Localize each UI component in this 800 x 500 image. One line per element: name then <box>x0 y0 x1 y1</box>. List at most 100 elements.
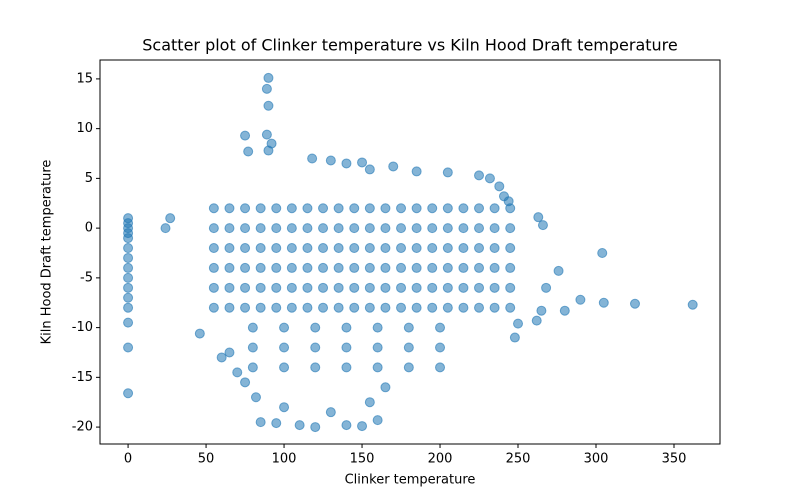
point <box>123 252 134 263</box>
point <box>310 362 321 373</box>
point <box>310 322 321 333</box>
point <box>364 262 375 273</box>
x-tick-label: 350 <box>662 452 687 467</box>
point <box>279 322 290 333</box>
point <box>271 302 282 313</box>
point <box>261 129 272 140</box>
point <box>255 302 266 313</box>
point <box>442 223 453 234</box>
point <box>357 421 368 432</box>
point <box>224 262 235 273</box>
point <box>123 342 134 353</box>
point <box>310 422 321 433</box>
point <box>489 262 500 273</box>
point <box>123 272 134 283</box>
point <box>255 262 266 273</box>
point <box>458 243 469 254</box>
point <box>294 420 305 431</box>
point <box>458 203 469 214</box>
point <box>372 342 383 353</box>
point <box>357 157 368 168</box>
point <box>427 262 438 273</box>
point <box>411 223 422 234</box>
x-tick-label: 300 <box>584 452 609 467</box>
point <box>247 362 258 373</box>
point <box>263 72 274 83</box>
point <box>442 203 453 214</box>
point <box>427 243 438 254</box>
point <box>474 170 485 181</box>
point <box>372 322 383 333</box>
point <box>255 282 266 293</box>
x-tick-label: 100 <box>272 452 297 467</box>
point <box>380 243 391 254</box>
points <box>123 72 698 433</box>
point <box>474 223 485 234</box>
point <box>255 223 266 234</box>
point <box>687 299 698 310</box>
point <box>224 302 235 313</box>
point <box>271 243 282 254</box>
point <box>208 262 219 273</box>
point <box>333 223 344 234</box>
point <box>411 203 422 214</box>
point <box>302 302 313 313</box>
y-tick-label: -5 <box>80 270 93 285</box>
point <box>123 243 134 254</box>
point <box>474 282 485 293</box>
point <box>505 223 516 234</box>
point <box>208 302 219 313</box>
point <box>250 392 261 403</box>
chart-title: Scatter plot of Clinker temperature vs K… <box>142 36 677 55</box>
point <box>537 220 548 231</box>
point <box>255 243 266 254</box>
point <box>597 247 608 258</box>
point <box>349 243 360 254</box>
point <box>310 342 321 353</box>
point <box>123 317 134 328</box>
point <box>160 223 171 234</box>
point <box>224 203 235 214</box>
point <box>575 294 586 305</box>
point <box>341 362 352 373</box>
x-tick-label: 200 <box>428 452 453 467</box>
point <box>509 332 520 343</box>
point <box>123 302 134 313</box>
point <box>255 203 266 214</box>
point <box>559 305 570 316</box>
point <box>364 203 375 214</box>
point <box>458 302 469 313</box>
y-tick-label: 15 <box>76 71 93 86</box>
point <box>396 302 407 313</box>
point <box>364 302 375 313</box>
point <box>243 146 254 157</box>
point <box>216 352 227 363</box>
point <box>302 243 313 254</box>
point <box>364 397 375 408</box>
point <box>286 262 297 273</box>
point <box>279 402 290 413</box>
point <box>489 203 500 214</box>
point <box>553 265 564 276</box>
point <box>489 302 500 313</box>
point <box>208 223 219 234</box>
point <box>333 282 344 293</box>
point <box>403 322 414 333</box>
point <box>364 282 375 293</box>
point <box>271 203 282 214</box>
point <box>279 362 290 373</box>
point <box>318 302 329 313</box>
y-tick-label: -20 <box>72 420 93 435</box>
point <box>474 302 485 313</box>
point <box>494 181 505 192</box>
point <box>194 328 205 339</box>
point <box>513 318 524 329</box>
point <box>442 167 453 178</box>
point <box>224 223 235 234</box>
point <box>240 302 251 313</box>
point <box>442 282 453 293</box>
point <box>427 302 438 313</box>
point <box>411 243 422 254</box>
point <box>240 243 251 254</box>
point <box>442 262 453 273</box>
